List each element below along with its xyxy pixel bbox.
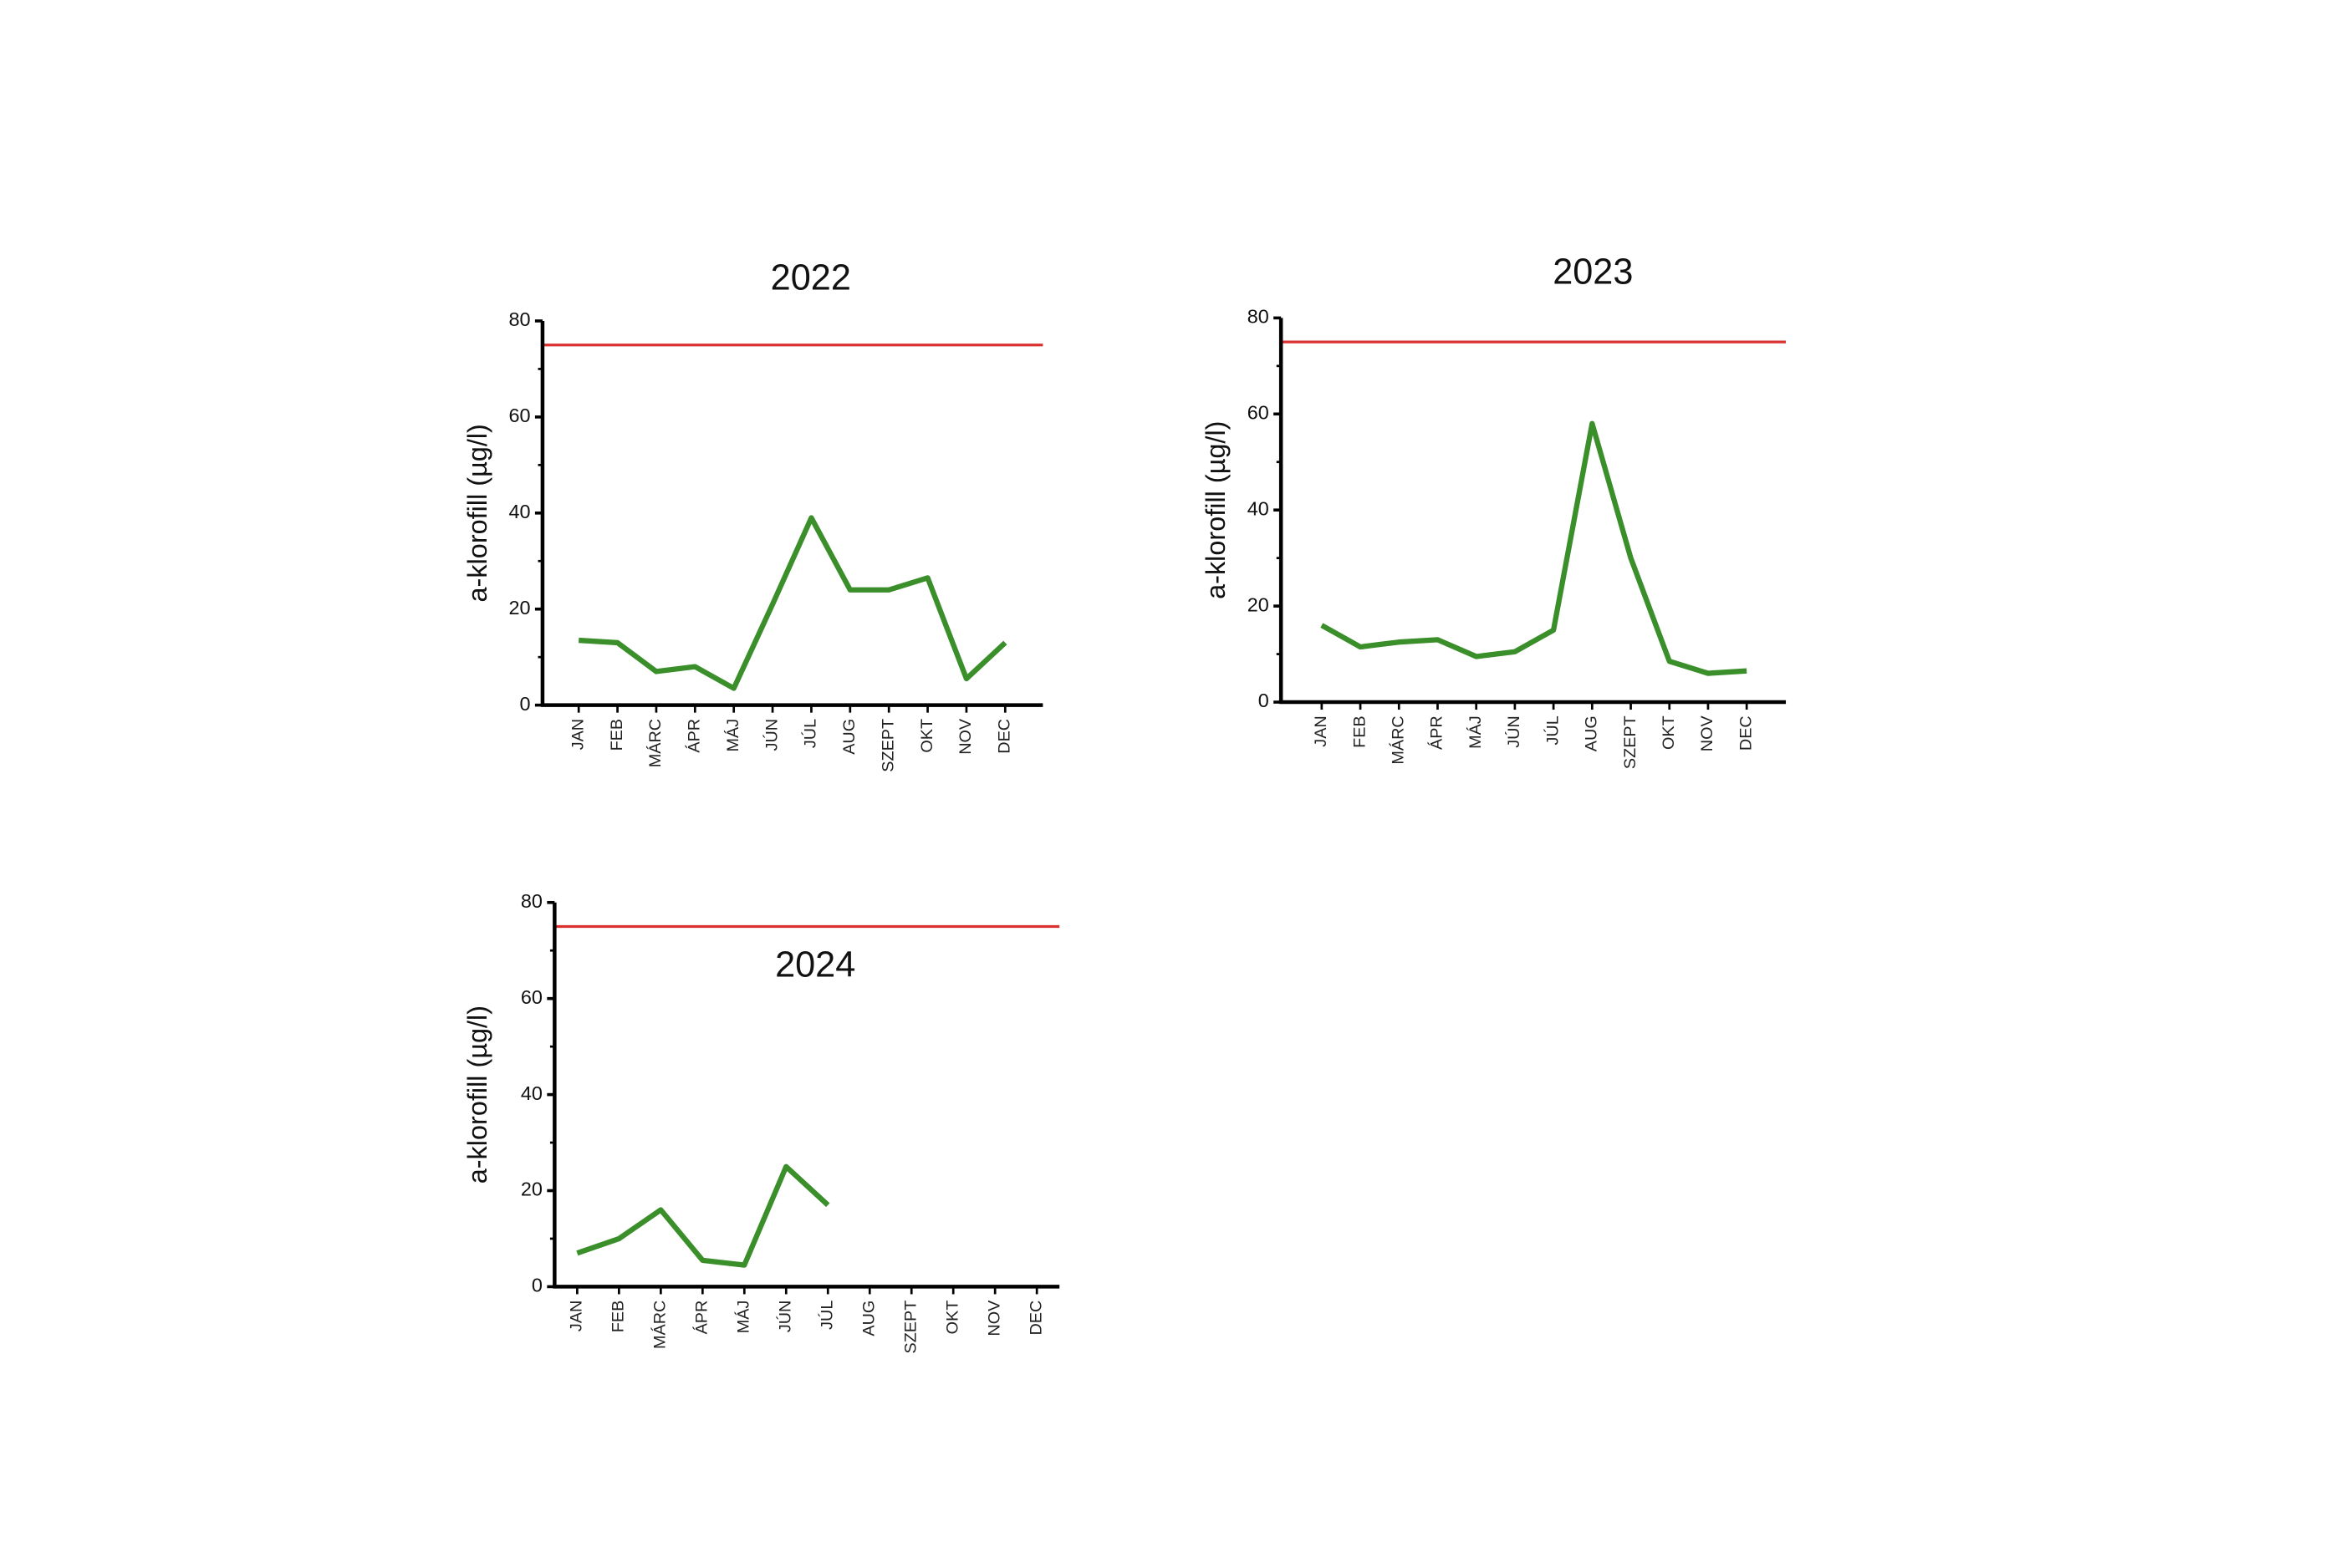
x-tick-label: SZEPT — [879, 719, 897, 772]
x-tick-label: JÚN — [1504, 715, 1523, 748]
y-axis-label: a-klorofill (µg/l) — [462, 424, 492, 602]
x-tick-label: DEC — [1736, 715, 1755, 751]
x-tick-label: FEB — [1350, 715, 1369, 748]
x-tick-label: JÚL — [801, 719, 820, 748]
y-axis-label: a-klorofill (µg/l) — [1201, 421, 1231, 599]
chart-title: 2023 — [1553, 252, 1633, 293]
x-tick-label: MÁJ — [1466, 715, 1485, 749]
y-tick-label: 40 — [1247, 497, 1269, 519]
x-tick-label: AUG — [859, 1301, 878, 1336]
y-tick-label: 60 — [521, 986, 543, 1008]
x-tick-label: ÁPR — [1427, 715, 1446, 750]
y-tick-label: 80 — [521, 890, 543, 912]
x-tick-label: AUG — [840, 719, 859, 755]
x-tick-label: JÚL — [1543, 715, 1562, 745]
y-tick-label: 60 — [508, 405, 530, 426]
x-tick-label: MÁRC — [645, 719, 665, 767]
y-tick-label: 60 — [1247, 401, 1269, 423]
chart: 2023 a-klorofill (µg/l) 0 20 40 60 80 JAN FEB MÁR… — [1201, 252, 1787, 769]
x-tick-label: SZEPT — [1621, 715, 1640, 769]
y-tick-label: 0 — [532, 1275, 543, 1296]
x-tick-label: DEC — [996, 719, 1014, 754]
x-tick-label: JÚN — [762, 719, 781, 751]
x-tick-label: JÚN — [776, 1301, 795, 1333]
x-tick-label: DEC — [1027, 1301, 1045, 1336]
chart-title: 2022 — [771, 258, 851, 298]
x-tick-label: JÚL — [817, 1301, 836, 1330]
y-tick-label: 20 — [508, 597, 530, 619]
x-tick-label: ÁPR — [685, 719, 704, 753]
chart-title: 2024 — [775, 945, 855, 985]
x-tick-label: NOV — [956, 718, 975, 755]
x-tick-label: OKT — [1660, 715, 1678, 750]
chart: 2022 a-klorofill (µg/l) 0 20 40 60 80 JAN FEB MÁR… — [462, 258, 1043, 772]
x-tick-label: FEB — [608, 719, 626, 751]
y-tick-label: 20 — [1247, 593, 1269, 615]
x-tick-label: JAN — [1312, 715, 1330, 746]
data-line — [578, 515, 1007, 691]
x-tick-label: OKT — [943, 1301, 961, 1335]
y-tick-label: 20 — [521, 1179, 543, 1200]
data-line — [1320, 420, 1747, 676]
x-tick-label: JAN — [569, 719, 587, 750]
x-tick-label: NOV — [1698, 715, 1716, 751]
chart: 2024 a-klorofill (µg/l) 0 20 40 60 80 JAN FEB MÁR… — [462, 890, 1060, 1354]
y-tick-label: 40 — [521, 1082, 543, 1104]
x-tick-label: AUG — [1583, 715, 1601, 751]
y-axis-label: a-klorofill (µg/l) — [462, 1005, 492, 1184]
x-tick-label: JAN — [568, 1301, 586, 1331]
x-tick-label: NOV — [985, 1300, 1003, 1336]
x-tick-label: MÁJ — [734, 1301, 753, 1334]
y-tick-label: 0 — [519, 693, 530, 715]
y-tick-label: 40 — [508, 501, 530, 522]
x-tick-label: MÁJ — [723, 719, 742, 752]
x-tick-label: SZEPT — [901, 1301, 920, 1354]
y-tick-label: 0 — [1258, 690, 1269, 711]
data-line — [576, 1163, 830, 1268]
x-tick-label: MÁRC — [650, 1301, 670, 1349]
y-tick-label: 80 — [1247, 306, 1269, 328]
x-tick-label: ÁPR — [692, 1301, 711, 1335]
y-tick-label: 80 — [508, 308, 530, 330]
x-tick-label: OKT — [918, 719, 936, 753]
x-tick-label: FEB — [609, 1301, 628, 1333]
x-tick-label: MÁRC — [1389, 715, 1408, 764]
